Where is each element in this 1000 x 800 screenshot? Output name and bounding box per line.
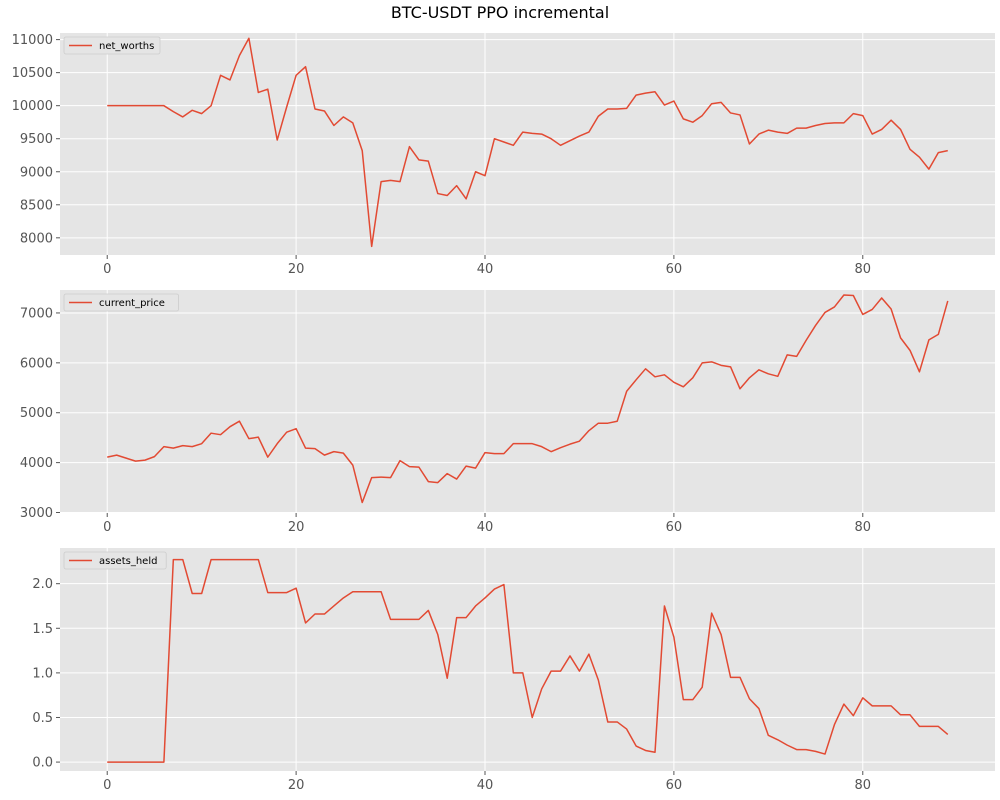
y-tick-label: 11000 xyxy=(12,33,53,48)
y-tick-label: 8500 xyxy=(20,198,53,213)
x-tick-label: 80 xyxy=(855,262,872,277)
x-tick-label: 20 xyxy=(288,778,305,793)
series-line-net_worths xyxy=(107,37,948,248)
x-tick-label: 80 xyxy=(855,520,872,535)
y-tick-label: 4000 xyxy=(20,456,53,471)
y-tick-label: 7000 xyxy=(20,306,53,321)
y-tick-label: 1.5 xyxy=(32,622,53,637)
y-tick-label: 10500 xyxy=(12,66,53,81)
x-tick-label: 0 xyxy=(103,778,111,793)
x-tick-label: 20 xyxy=(288,262,305,277)
y-tick-label: 2.0 xyxy=(32,577,53,592)
y-tick-label: 5000 xyxy=(20,406,53,421)
x-tick-label: 80 xyxy=(855,778,872,793)
x-tick-label: 60 xyxy=(666,778,683,793)
series-line-current_price xyxy=(107,294,949,504)
y-tick-label: 9500 xyxy=(20,132,53,147)
y-tick-label: 3000 xyxy=(20,506,53,521)
y-tick-label: 0.0 xyxy=(32,756,53,771)
y-tick-label: 8000 xyxy=(20,231,53,246)
legend-box xyxy=(63,293,179,312)
y-tick-label: 1.0 xyxy=(32,666,53,681)
x-tick-label: 0 xyxy=(103,520,111,535)
x-tick-label: 40 xyxy=(477,520,494,535)
x-tick-label: 20 xyxy=(288,520,305,535)
plot-area-1 xyxy=(60,33,995,255)
x-tick-label: 40 xyxy=(477,778,494,793)
legend-label: current_price xyxy=(99,298,165,309)
plot-area-2 xyxy=(60,290,995,513)
y-tick-label: 9000 xyxy=(20,165,53,180)
y-tick-label: 6000 xyxy=(20,356,53,371)
y-tick-label: 10000 xyxy=(12,99,53,114)
legend-label: assets_held xyxy=(99,556,157,567)
plot-area-3 xyxy=(60,548,995,771)
x-tick-label: 60 xyxy=(666,262,683,277)
figure-title: BTC-USDT PPO incremental xyxy=(390,3,610,22)
x-tick-label: 0 xyxy=(103,262,111,277)
series-line-assets_held xyxy=(107,558,949,763)
y-tick-label: 0.5 xyxy=(32,711,53,726)
legend-label: net_worths xyxy=(99,41,154,52)
x-tick-label: 40 xyxy=(477,262,494,277)
x-tick-label: 60 xyxy=(666,520,683,535)
legend-box xyxy=(63,36,161,55)
legend-box xyxy=(63,551,167,570)
